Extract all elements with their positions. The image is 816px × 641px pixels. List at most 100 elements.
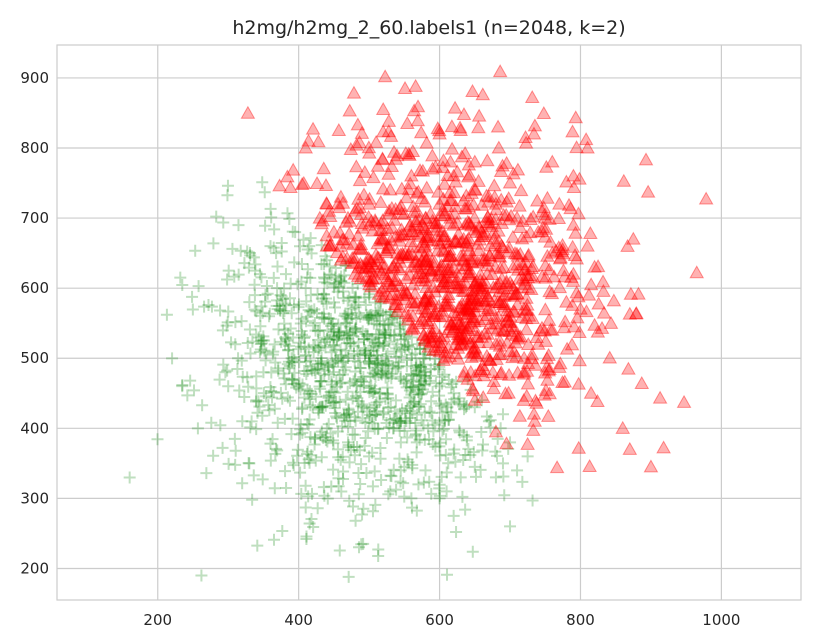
data-point-triangle bbox=[354, 215, 370, 229]
data-point-triangle bbox=[424, 268, 440, 282]
data-point-triangle bbox=[353, 206, 369, 220]
data-point-plus bbox=[489, 471, 502, 484]
data-point-triangle bbox=[393, 247, 408, 261]
data-point-triangle bbox=[495, 158, 510, 172]
data-point-plus bbox=[415, 414, 428, 427]
data-point-plus bbox=[413, 433, 426, 446]
data-point-triangle bbox=[404, 319, 420, 333]
data-point-triangle bbox=[455, 283, 471, 297]
data-point-triangle bbox=[411, 220, 427, 234]
data-point-triangle bbox=[453, 319, 469, 333]
data-point-plus bbox=[304, 360, 317, 373]
data-point-plus bbox=[327, 331, 340, 344]
data-point-triangle bbox=[425, 279, 441, 293]
data-point-triangle bbox=[479, 153, 495, 167]
data-point-triangle bbox=[526, 126, 542, 140]
data-point-triangle bbox=[301, 133, 316, 147]
data-point-triangle bbox=[419, 279, 434, 293]
data-point-plus bbox=[407, 398, 420, 411]
data-point-plus bbox=[504, 436, 517, 449]
data-point-triangle bbox=[462, 265, 477, 279]
data-point-triangle bbox=[399, 115, 415, 130]
data-point-triangle bbox=[450, 280, 465, 294]
data-point-triangle bbox=[418, 301, 433, 315]
data-point-plus bbox=[322, 368, 335, 381]
data-point-triangle bbox=[508, 328, 524, 342]
data-point-plus bbox=[342, 307, 355, 320]
data-point-plus bbox=[417, 358, 430, 371]
data-point-triangle bbox=[441, 298, 457, 312]
data-point-triangle bbox=[460, 169, 476, 183]
data-point-plus bbox=[340, 310, 353, 323]
data-point-triangle bbox=[395, 247, 411, 261]
x-tick-label: 800 bbox=[566, 611, 595, 629]
data-point-triangle bbox=[482, 353, 498, 367]
data-point-triangle bbox=[467, 340, 483, 354]
data-point-plus bbox=[414, 388, 427, 401]
data-point-triangle bbox=[494, 215, 510, 229]
data-point-plus bbox=[255, 300, 268, 313]
data-point-plus bbox=[372, 358, 385, 371]
data-point-plus bbox=[489, 445, 502, 458]
data-point-triangle bbox=[464, 185, 479, 199]
data-point-triangle bbox=[401, 246, 417, 260]
data-point-plus bbox=[413, 368, 426, 381]
data-point-plus bbox=[401, 339, 414, 352]
data-point-plus bbox=[349, 373, 362, 386]
data-point-plus bbox=[271, 303, 284, 316]
data-point-triangle bbox=[587, 317, 602, 331]
data-point-plus bbox=[373, 395, 386, 408]
data-point-triangle bbox=[480, 209, 496, 223]
data-point-plus bbox=[460, 434, 473, 447]
data-point-plus bbox=[475, 394, 488, 407]
data-point-triangle bbox=[331, 200, 347, 214]
data-point-triangle bbox=[417, 333, 433, 347]
data-point-plus bbox=[446, 378, 459, 391]
data-point-triangle bbox=[417, 270, 433, 284]
data-point-triangle bbox=[583, 277, 599, 291]
data-point-plus bbox=[316, 311, 329, 324]
data-point-plus bbox=[341, 294, 354, 307]
y-tick-label: 400 bbox=[20, 419, 49, 437]
data-point-plus bbox=[369, 296, 382, 309]
data-point-plus bbox=[401, 402, 414, 415]
data-point-triangle bbox=[399, 271, 414, 285]
data-point-plus bbox=[377, 406, 390, 419]
data-point-plus bbox=[405, 388, 418, 401]
data-point-triangle bbox=[470, 120, 486, 134]
data-point-triangle bbox=[492, 333, 508, 347]
data-point-triangle bbox=[435, 269, 450, 283]
data-point-plus bbox=[349, 322, 362, 335]
data-point-plus bbox=[436, 424, 449, 437]
data-point-triangle bbox=[527, 413, 543, 427]
data-point-plus bbox=[393, 320, 406, 333]
data-point-triangle bbox=[488, 236, 503, 250]
data-point-plus bbox=[250, 382, 263, 395]
data-point-triangle bbox=[364, 271, 380, 285]
data-point-triangle bbox=[506, 320, 522, 334]
data-point-plus bbox=[393, 322, 406, 335]
data-point-plus bbox=[301, 384, 314, 397]
data-point-plus bbox=[382, 401, 395, 414]
data-point-triangle bbox=[455, 253, 470, 267]
data-point-triangle bbox=[419, 303, 435, 317]
data-point-plus bbox=[318, 276, 331, 289]
data-point-triangle bbox=[569, 251, 585, 265]
data-point-plus bbox=[274, 386, 287, 399]
data-point-plus bbox=[307, 339, 320, 352]
y-tick-label: 700 bbox=[20, 209, 49, 227]
data-point-plus bbox=[340, 325, 353, 338]
data-point-plus bbox=[433, 397, 446, 410]
data-point-triangle bbox=[285, 162, 301, 176]
data-point-plus bbox=[398, 490, 411, 503]
data-point-plus bbox=[242, 380, 255, 393]
data-point-triangle bbox=[427, 320, 442, 335]
data-point-triangle bbox=[346, 249, 362, 264]
data-point-triangle bbox=[429, 306, 444, 320]
data-point-plus bbox=[371, 364, 384, 377]
data-point-triangle bbox=[507, 287, 523, 301]
data-point-triangle bbox=[524, 351, 540, 365]
data-point-plus bbox=[301, 271, 314, 284]
data-point-triangle bbox=[452, 326, 468, 340]
data-point-triangle bbox=[464, 248, 480, 262]
